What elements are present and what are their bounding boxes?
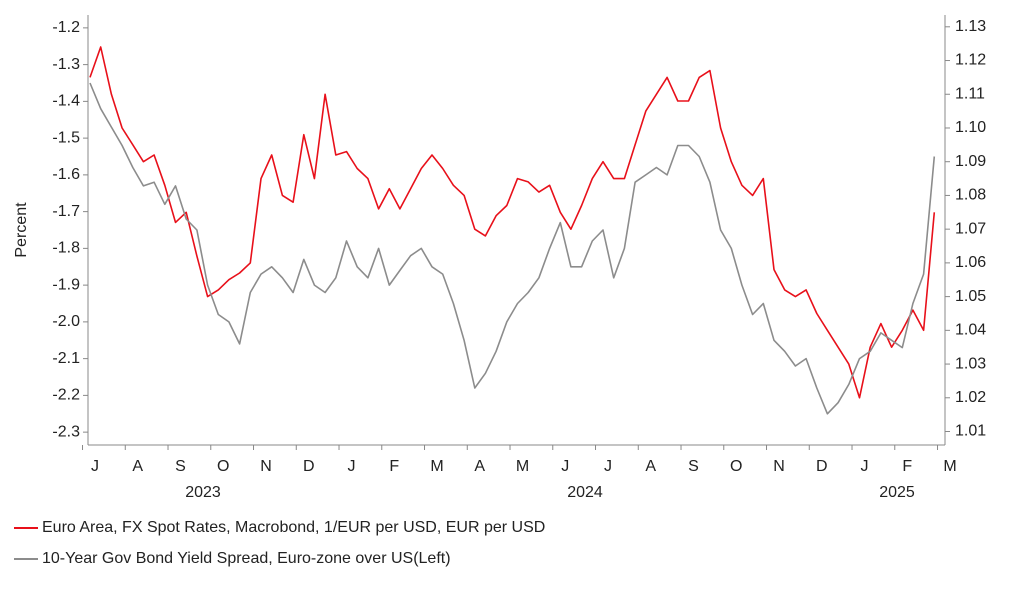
y-tick-label: -1.7 [52, 203, 80, 220]
y2-tick-label: 1.13 [955, 18, 986, 35]
x-tick-label: A [132, 458, 143, 475]
x-tick-label: F [389, 458, 399, 475]
y-tick-label: -1.8 [52, 240, 80, 257]
y-tick-label: -2.3 [52, 423, 80, 440]
x-tick-label: M [516, 458, 529, 475]
y2-tick-label: 1.02 [955, 389, 986, 406]
y2-tick-label: 1.12 [955, 52, 986, 69]
x-tick-label: S [175, 458, 186, 475]
x-tick-label: J [604, 458, 612, 475]
x-tick-label: J [91, 458, 99, 475]
x-year-label: 2025 [879, 484, 915, 501]
x-tick-label: A [474, 458, 485, 475]
y-tick-label: -2.1 [52, 350, 80, 367]
y-tick-label: -1.9 [52, 276, 80, 293]
y2-tick-label: 1.10 [955, 119, 986, 136]
x-tick-label: A [645, 458, 656, 475]
y2-tick-label: 1.05 [955, 288, 986, 305]
x-tick-label: N [773, 458, 785, 475]
x-tick-label: J [561, 458, 569, 475]
x-tick-label: M [430, 458, 443, 475]
y2-tick-label: 1.06 [955, 254, 986, 271]
x-tick-label: D [816, 458, 828, 475]
y2-tick-label: 1.09 [955, 153, 986, 170]
y-tick-label: -1.5 [52, 129, 80, 146]
y-tick-label: -1.4 [52, 93, 80, 110]
series-line [89, 82, 936, 415]
legend-label: Euro Area, FX Spot Rates, Macrobond, 1/E… [42, 519, 545, 536]
y2-tick-label: 1.11 [955, 85, 985, 102]
y-axis-label: Percent [13, 202, 30, 258]
y-tick-label: -1.3 [52, 56, 80, 73]
y2-tick-label: 1.04 [955, 322, 986, 339]
x-year-label: 2024 [567, 484, 603, 501]
y-tick-label: -1.6 [52, 166, 80, 183]
y-tick-label: -1.2 [52, 19, 80, 36]
y2-tick-label: 1.07 [955, 220, 986, 237]
x-tick-label: M [943, 458, 956, 475]
x-tick-label: S [688, 458, 699, 475]
y2-tick-label: 1.08 [955, 187, 986, 204]
x-tick-label: O [730, 458, 742, 475]
y2-tick-label: 1.03 [955, 355, 986, 372]
y-tick-label: -2.0 [52, 313, 80, 330]
x-year-label: 2023 [185, 484, 221, 501]
x-tick-label: J [861, 458, 869, 475]
y2-tick-label: 1.01 [955, 423, 986, 440]
legend-label: 10-Year Gov Bond Yield Spread, Euro-zone… [42, 550, 451, 567]
x-tick-label: N [260, 458, 272, 475]
series-line [89, 46, 936, 399]
x-tick-label: D [303, 458, 315, 475]
x-tick-label: O [217, 458, 229, 475]
x-tick-label: F [902, 458, 912, 475]
y-tick-label: -2.2 [52, 387, 80, 404]
x-tick-label: J [348, 458, 356, 475]
